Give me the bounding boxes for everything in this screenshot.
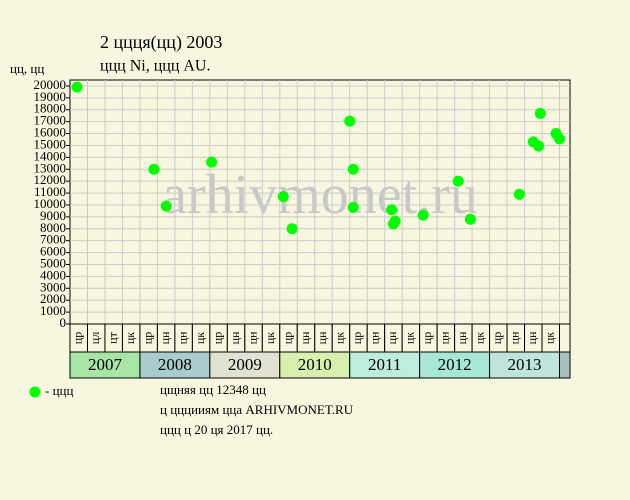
- y-tick-label: 15000: [34, 136, 67, 151]
- x-tick-label: цн: [298, 331, 312, 344]
- year-cell: [349, 351, 421, 379]
- legend-marker: [29, 386, 41, 398]
- y-tick-label: 17000: [34, 113, 67, 128]
- note: ццц ц 20 ця 2017 цц.: [160, 422, 273, 437]
- y-tick-label: 7000: [40, 232, 66, 247]
- column-cell-end: [559, 323, 571, 353]
- plot-background: [69, 79, 571, 325]
- x-tick-label: цк: [333, 332, 347, 344]
- y-tick-label: 5000: [40, 255, 66, 270]
- y-axis-label: цц, цц: [10, 61, 44, 76]
- y-tick-label: 0: [60, 315, 67, 330]
- x-tick-label: цк: [123, 332, 137, 344]
- year-cell: [279, 351, 351, 379]
- x-tick-label: цн: [525, 331, 539, 344]
- x-tick-label: цк: [263, 332, 277, 344]
- point: [277, 191, 289, 203]
- y-tick-label: 11000: [34, 184, 66, 199]
- x-tick-label: цк: [543, 332, 557, 344]
- y-tick-label: 18000: [34, 101, 67, 116]
- x-tick-label: цн: [228, 331, 242, 344]
- point: [347, 163, 359, 175]
- x-tick-label: цр: [420, 332, 434, 344]
- point: [554, 133, 566, 145]
- year-cell: [209, 351, 281, 379]
- year-label: 2013: [508, 355, 542, 374]
- x-tick-label: цк: [403, 332, 417, 344]
- point: [71, 81, 83, 93]
- year-label: 2011: [368, 355, 401, 374]
- y-tick-label: 1000: [40, 303, 66, 318]
- year-cell: [419, 351, 491, 379]
- x-tick-label: цр: [210, 332, 224, 344]
- x-tick-label: цн: [245, 331, 259, 344]
- point: [387, 218, 399, 230]
- x-tick-label: цл: [88, 332, 102, 344]
- x-tick-label: цт: [105, 331, 119, 343]
- x-tick-label: цн: [368, 331, 382, 344]
- year-cell-end: [559, 351, 571, 379]
- x-tick-label: цк: [473, 332, 487, 344]
- point: [513, 188, 525, 200]
- point: [286, 223, 298, 235]
- x-tick-label: цн: [315, 331, 329, 344]
- point: [160, 200, 172, 212]
- point: [534, 107, 546, 119]
- year-cell: [69, 351, 141, 379]
- chart-subtitle: ццц Ni, ццц AU.: [100, 58, 210, 75]
- x-tick-label: цр: [140, 332, 154, 344]
- x-tick-label: цр: [350, 332, 364, 344]
- legend-label: - ццц: [45, 383, 73, 398]
- year-label: 2012: [438, 355, 472, 374]
- year-cell: [139, 351, 211, 379]
- y-tick-label: 14000: [34, 148, 67, 163]
- point: [344, 115, 356, 127]
- year-label: 2007: [88, 355, 123, 374]
- y-tick-label: 4000: [40, 267, 66, 282]
- y-tick-label: 19000: [34, 89, 67, 104]
- x-tick-label: цн: [508, 331, 522, 344]
- x-tick-label: цн: [455, 331, 469, 344]
- year-label: 2008: [158, 355, 192, 374]
- point: [417, 209, 429, 221]
- chart-title: 2 ццця(цц) 2003: [100, 32, 222, 53]
- y-tick-label: 16000: [34, 125, 67, 140]
- y-tick-label: 3000: [40, 279, 66, 294]
- point: [452, 175, 464, 187]
- y-tick-label: 20000: [34, 77, 67, 92]
- y-tick-label: 13000: [34, 160, 67, 175]
- point: [464, 213, 476, 225]
- y-tick-label: 12000: [34, 172, 67, 187]
- x-tick-label: цн: [175, 331, 189, 344]
- point: [206, 156, 218, 168]
- x-tick-label: цн: [438, 331, 452, 344]
- y-tick-label: 8000: [40, 220, 66, 235]
- year-label: 2009: [228, 355, 262, 374]
- y-tick-label: 9000: [40, 208, 66, 223]
- y-tick-label: 6000: [40, 244, 66, 259]
- x-tick-label: цн: [385, 331, 399, 344]
- x-tick-label: цр: [280, 332, 294, 344]
- note: ц цццииям цца ARHIVMONET.RU: [160, 402, 354, 417]
- point: [347, 201, 359, 213]
- x-tick-label: цк: [193, 332, 207, 344]
- y-tick-label: 10000: [34, 196, 67, 211]
- point: [533, 140, 545, 152]
- y-tick-label: 2000: [40, 291, 66, 306]
- x-tick-label: цр: [70, 332, 84, 344]
- point: [148, 163, 160, 175]
- x-tick-label: цр: [490, 332, 504, 344]
- x-tick-label: цн: [158, 331, 172, 344]
- point: [386, 204, 398, 216]
- year-label: 2010: [298, 355, 332, 374]
- note: цщняя цц 12348 цц: [160, 382, 266, 397]
